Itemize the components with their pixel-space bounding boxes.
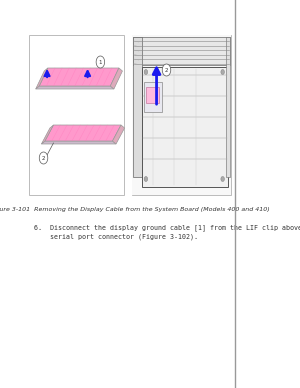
Polygon shape <box>39 68 119 86</box>
Polygon shape <box>36 86 114 89</box>
Bar <box>132 35 231 195</box>
Text: serial port connector (Figure 3-102).: serial port connector (Figure 3-102). <box>34 234 198 241</box>
Circle shape <box>39 152 48 164</box>
Circle shape <box>221 177 224 182</box>
Circle shape <box>144 177 148 182</box>
Text: 1: 1 <box>99 59 102 64</box>
Bar <box>226 37 230 177</box>
Circle shape <box>144 69 148 74</box>
Circle shape <box>221 69 224 74</box>
Text: 2: 2 <box>165 68 168 73</box>
Bar <box>145 82 162 112</box>
Polygon shape <box>41 141 116 144</box>
Circle shape <box>96 56 105 68</box>
Bar <box>132 35 231 195</box>
Polygon shape <box>112 125 124 144</box>
Circle shape <box>162 64 171 76</box>
Polygon shape <box>36 68 48 89</box>
Text: 6.  Disconnect the display ground cable [1] from the LIF clip above the: 6. Disconnect the display ground cable [… <box>34 224 300 231</box>
Bar <box>146 87 159 103</box>
Text: 2: 2 <box>42 156 45 161</box>
Bar <box>133 37 230 65</box>
Bar <box>142 67 228 187</box>
Polygon shape <box>45 125 121 141</box>
Bar <box>133 37 142 177</box>
Polygon shape <box>41 125 53 144</box>
Text: Figure 3-101  Removing the Display Cable from the System Board (Models 400 and 4: Figure 3-101 Removing the Display Cable … <box>0 207 270 212</box>
Bar <box>29 35 124 195</box>
Polygon shape <box>110 68 122 89</box>
